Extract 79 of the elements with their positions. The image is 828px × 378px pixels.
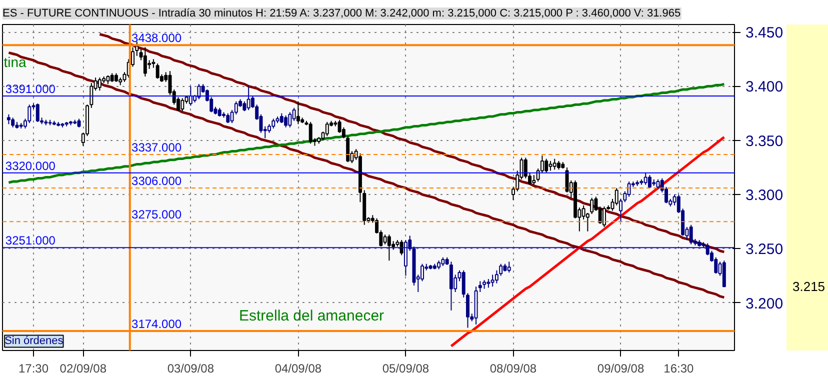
candlestick bbox=[494, 270, 498, 284]
candlestick bbox=[462, 270, 466, 298]
candlestick bbox=[288, 112, 292, 128]
candlestick bbox=[325, 121, 329, 137]
candlestick bbox=[143, 46, 147, 77]
candlestick bbox=[532, 174, 536, 186]
ref-line-label: 3174.000 bbox=[132, 317, 182, 332]
candlestick bbox=[346, 136, 350, 163]
text: 3.215 bbox=[792, 279, 826, 294]
candlestick bbox=[284, 114, 288, 128]
annotation: tina bbox=[4, 54, 27, 70]
candlestick bbox=[131, 46, 135, 68]
candlestick bbox=[180, 98, 184, 112]
candlestick bbox=[383, 234, 387, 245]
candlestick bbox=[98, 77, 102, 92]
candlestick bbox=[507, 261, 511, 274]
annotation: Estrella del amanecer bbox=[238, 307, 384, 324]
x-tick-label: 16:30 bbox=[664, 362, 694, 376]
candlestick bbox=[499, 263, 503, 276]
candlestick bbox=[656, 178, 660, 190]
candlestick bbox=[400, 240, 404, 256]
ref-line-label: 3320.000 bbox=[5, 158, 56, 173]
candlestick bbox=[586, 212, 590, 232]
ref-line-label: 3306.000 bbox=[132, 174, 182, 188]
ref-line-label: 3275.000 bbox=[132, 208, 182, 222]
x-tick-label: 08/09/08 bbox=[490, 362, 537, 376]
candlestick bbox=[490, 274, 494, 288]
candlestick bbox=[404, 240, 408, 276]
candlestick bbox=[466, 292, 470, 328]
line-series bbox=[7, 82, 726, 184]
x-tick-label: 04/09/08 bbox=[274, 362, 322, 376]
candlestick bbox=[280, 112, 284, 124]
ref-line-label: 3438.000 bbox=[132, 31, 182, 46]
x-tick-label: 17:30 bbox=[18, 362, 49, 376]
candlestick bbox=[552, 158, 556, 170]
candlestick bbox=[292, 107, 296, 122]
chart-title: ES - FUTURE CONTINUOUS - Intradía 30 minutos H: 21:59 A: 3.237,000 M: 3.242,000 m: 3.215,000 C: 3.215,000 P : 3.460,000 V: 31.965 bbox=[2, 8, 681, 20]
candlestick bbox=[156, 62, 160, 80]
y-tick-label: 3.200 bbox=[746, 295, 784, 312]
y-tick-label: 3.300 bbox=[746, 187, 784, 204]
candlestick bbox=[188, 86, 192, 106]
ref-line-label: 3391.000 bbox=[5, 82, 56, 96]
line-series bbox=[98, 33, 726, 254]
candlestick bbox=[6, 114, 10, 125]
candlestick bbox=[648, 174, 652, 189]
candlestick bbox=[420, 263, 424, 282]
candlestick bbox=[544, 158, 548, 174]
x-tick-label: 09/09/08 bbox=[597, 362, 644, 376]
candlestick bbox=[197, 84, 201, 100]
candlestick bbox=[722, 260, 726, 288]
y-tick-label: 3.400 bbox=[746, 78, 784, 96]
candlestick bbox=[308, 121, 312, 144]
candlestick bbox=[28, 104, 32, 124]
candlestick bbox=[548, 160, 552, 172]
candlestick bbox=[226, 112, 230, 124]
ref-line-label: 3251.000 bbox=[5, 234, 56, 248]
candlestick bbox=[627, 181, 631, 198]
candlestick bbox=[90, 82, 94, 108]
candlestick bbox=[644, 172, 648, 186]
ref-line-label: 3337.000 bbox=[132, 140, 182, 154]
candlestick bbox=[602, 206, 606, 228]
candlestick bbox=[246, 86, 250, 111]
candlestick bbox=[272, 118, 276, 129]
x-tick-label: 05/09/08 bbox=[382, 362, 430, 376]
candlestick bbox=[296, 100, 300, 125]
y-tick-label: 3.250 bbox=[746, 241, 784, 258]
candlestick bbox=[11, 117, 15, 128]
candlestick bbox=[449, 261, 453, 311]
x-tick-label: 03/09/08 bbox=[167, 362, 214, 376]
candlestick bbox=[590, 197, 594, 215]
y-tick-label: 3.350 bbox=[746, 132, 784, 150]
y-tick-label: 3.450 bbox=[746, 24, 784, 42]
candlestick bbox=[242, 100, 246, 112]
candlestick bbox=[36, 103, 40, 122]
annotation: Sin órdenes bbox=[4, 335, 64, 348]
line-series bbox=[450, 136, 726, 348]
candlestick bbox=[689, 224, 693, 245]
candlestick bbox=[387, 234, 391, 262]
x-tick-label: 02/09/08 bbox=[60, 362, 107, 376]
